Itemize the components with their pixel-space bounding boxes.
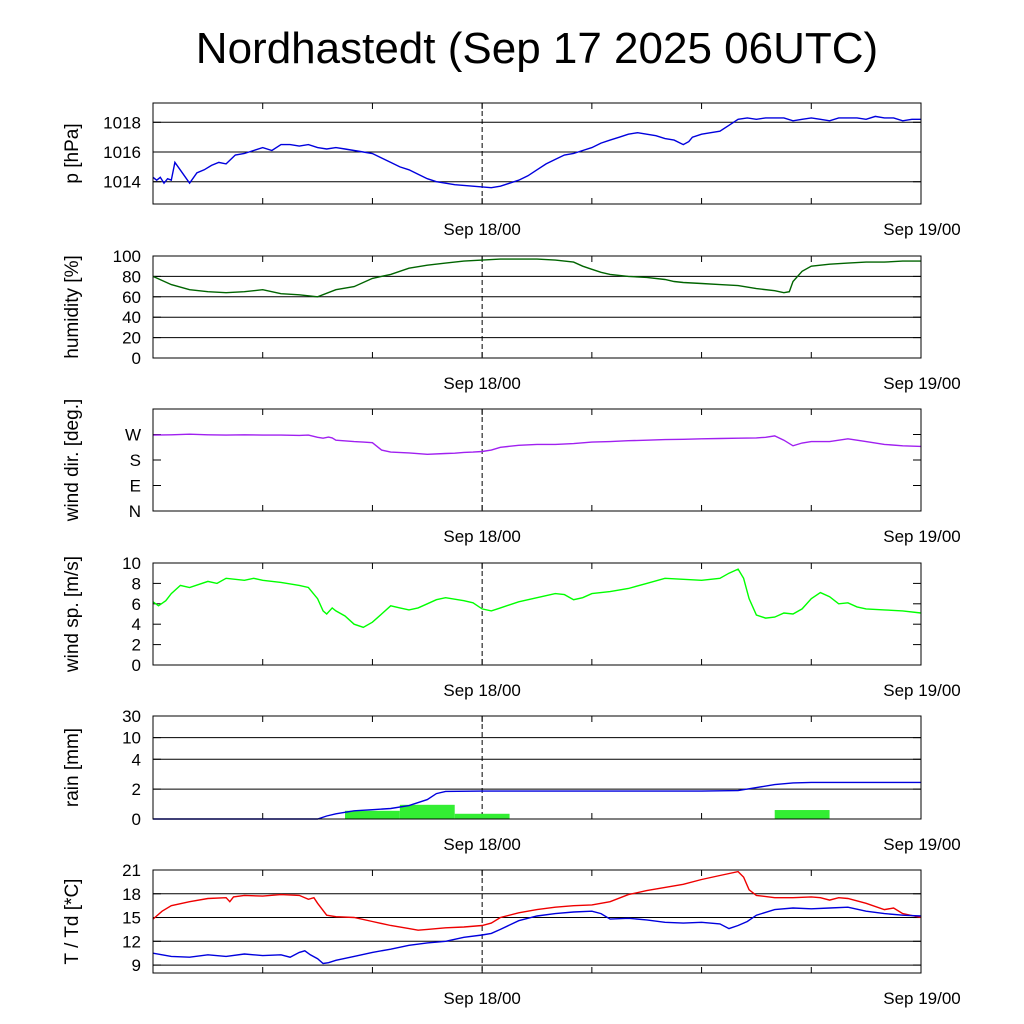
x-tick-label: Sep 19/00: [883, 681, 961, 700]
y-tick-label: E: [130, 477, 141, 496]
x-tick-label: Sep 19/00: [883, 527, 961, 546]
x-tick-label: Sep 18/00: [443, 527, 521, 546]
y-tick-label: 2: [132, 780, 141, 799]
y-tick-label: 1014: [103, 173, 141, 192]
series-line: [152, 115, 921, 189]
y-tick-label: 40: [122, 308, 141, 327]
y-tick-label: 1018: [103, 113, 141, 132]
y-tick-label: 10: [122, 554, 141, 573]
series-line: [152, 258, 921, 298]
y-tick-label: 20: [122, 329, 141, 348]
panel-frame: [152, 715, 922, 820]
panel-frame: [152, 869, 922, 974]
y-axis-label: p [hPa]: [62, 123, 83, 183]
y-tick-label: 8: [132, 574, 141, 593]
y-tick-label: 12: [122, 932, 141, 951]
y-tick-label: 0: [132, 349, 141, 368]
panel-rain: 0 2 4 10 30 rain [mm] Sep 18/00 Sep 19/00: [62, 707, 961, 854]
y-tick-label: 18: [122, 885, 141, 904]
panel-frame: [152, 102, 922, 205]
y-tick-label: W: [125, 426, 141, 445]
panel-wind-speed: 02 46 810 wind sp. [m/s] Sep 18/00 Sep 19/00: [62, 554, 961, 700]
panel-frame: [152, 562, 922, 666]
x-tick-label: Sep 19/00: [883, 220, 961, 239]
y-tick-label: 9: [132, 956, 141, 975]
y-tick-label: 4: [132, 615, 141, 634]
y-tick-label: 4: [132, 750, 141, 769]
y-tick-label: 1016: [103, 143, 141, 162]
x-tick-label: Sep 19/00: [883, 989, 961, 1008]
x-tick-label: Sep 18/00: [443, 989, 521, 1008]
rain-bar: [345, 810, 400, 819]
y-tick-label: 15: [122, 909, 141, 928]
series-line: [152, 568, 922, 629]
y-tick-label: 60: [122, 288, 141, 307]
y-tick-label: 30: [122, 707, 141, 726]
panel-pressure: 1014 1016 1018 p [hPa] Sep 18/00 Sep 19/00: [62, 102, 961, 239]
y-tick-label: 80: [122, 267, 141, 286]
rain-bar: [399, 804, 455, 819]
y-tick-label: 6: [132, 595, 141, 614]
y-axis-label: humidity [%]: [62, 255, 83, 358]
series-line: [152, 433, 922, 456]
y-tick-label: S: [130, 451, 141, 470]
y-axis-label: wind dir. [deg.]: [62, 399, 83, 523]
y-tick-label: N: [129, 502, 141, 521]
x-tick-label: Sep 18/00: [443, 220, 521, 239]
y-axis-label: rain [mm]: [62, 728, 83, 807]
page-title: Nordhastedt (Sep 17 2025 06UTC): [195, 24, 879, 73]
rain-bar: [454, 813, 510, 819]
y-axis-label: T / Td [*C]: [62, 879, 83, 965]
y-tick-label: 21: [122, 861, 141, 880]
x-tick-label: Sep 19/00: [883, 835, 961, 854]
series-line: [153, 781, 921, 820]
y-axis-label: wind sp. [m/s]: [62, 556, 83, 673]
y-tick-label: 0: [132, 810, 141, 829]
panel-frame: [152, 255, 922, 359]
x-tick-label: Sep 18/00: [443, 835, 521, 854]
y-tick-label: 0: [132, 656, 141, 675]
panel-frame: [152, 408, 922, 512]
x-tick-label: Sep 18/00: [443, 681, 521, 700]
x-tick-label: Sep 18/00: [443, 374, 521, 393]
rain-bar: [774, 810, 830, 819]
y-tick-label: 100: [113, 247, 141, 266]
x-tick-label: Sep 19/00: [883, 374, 961, 393]
series-line-td: [152, 906, 922, 965]
panel-temperature: 9 12 15 18 21 T / Td [*C] Sep 18/00 Sep 19/00: [62, 861, 961, 1008]
y-tick-label: 2: [132, 636, 141, 655]
y-tick-label: 10: [122, 729, 141, 748]
series-line-t: [152, 870, 922, 931]
